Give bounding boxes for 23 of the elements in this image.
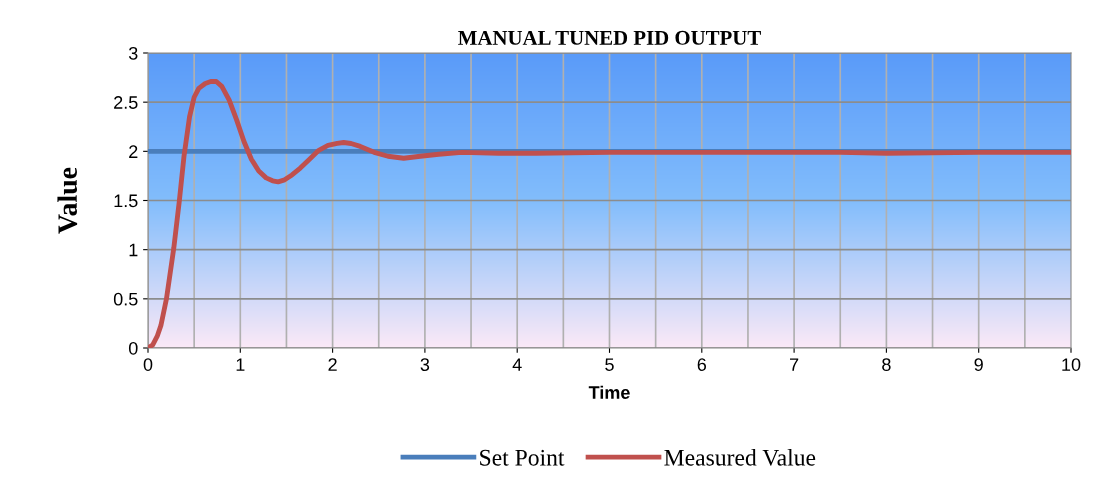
x-tick-label: 4: [512, 358, 522, 371]
y-tick-label: 1: [129, 243, 138, 257]
x-tick-label: 1: [236, 358, 245, 371]
x-tick-label: 9: [974, 358, 983, 371]
x-tick-label: 0: [143, 358, 153, 371]
y-tick-label: 1.5: [114, 194, 138, 208]
x-tick-label: 7: [790, 358, 799, 371]
legend-label: Set Point: [480, 449, 565, 466]
x-tick-label: 8: [882, 358, 891, 371]
x-tick-label: 10: [1062, 358, 1081, 371]
y-tick-label: 0.5: [113, 292, 138, 306]
y-tick-label: 2: [129, 145, 138, 158]
chart-title: MANUAL TUNED PID OUTPUT: [458, 30, 761, 45]
legend-label: Measured Value: [664, 449, 816, 466]
x-tick-label: 5: [605, 358, 614, 371]
y-tick-label: 0: [128, 341, 138, 355]
y-tick-label: 3: [128, 46, 138, 60]
x-axis-title: Time: [588, 385, 630, 399]
y-axis-title: Value: [57, 167, 78, 234]
x-tick-label: 3: [420, 358, 430, 371]
x-tick-label: 2: [328, 358, 337, 371]
y-tick-label: 2.5: [114, 96, 138, 109]
x-tick-label: 6: [697, 358, 707, 371]
